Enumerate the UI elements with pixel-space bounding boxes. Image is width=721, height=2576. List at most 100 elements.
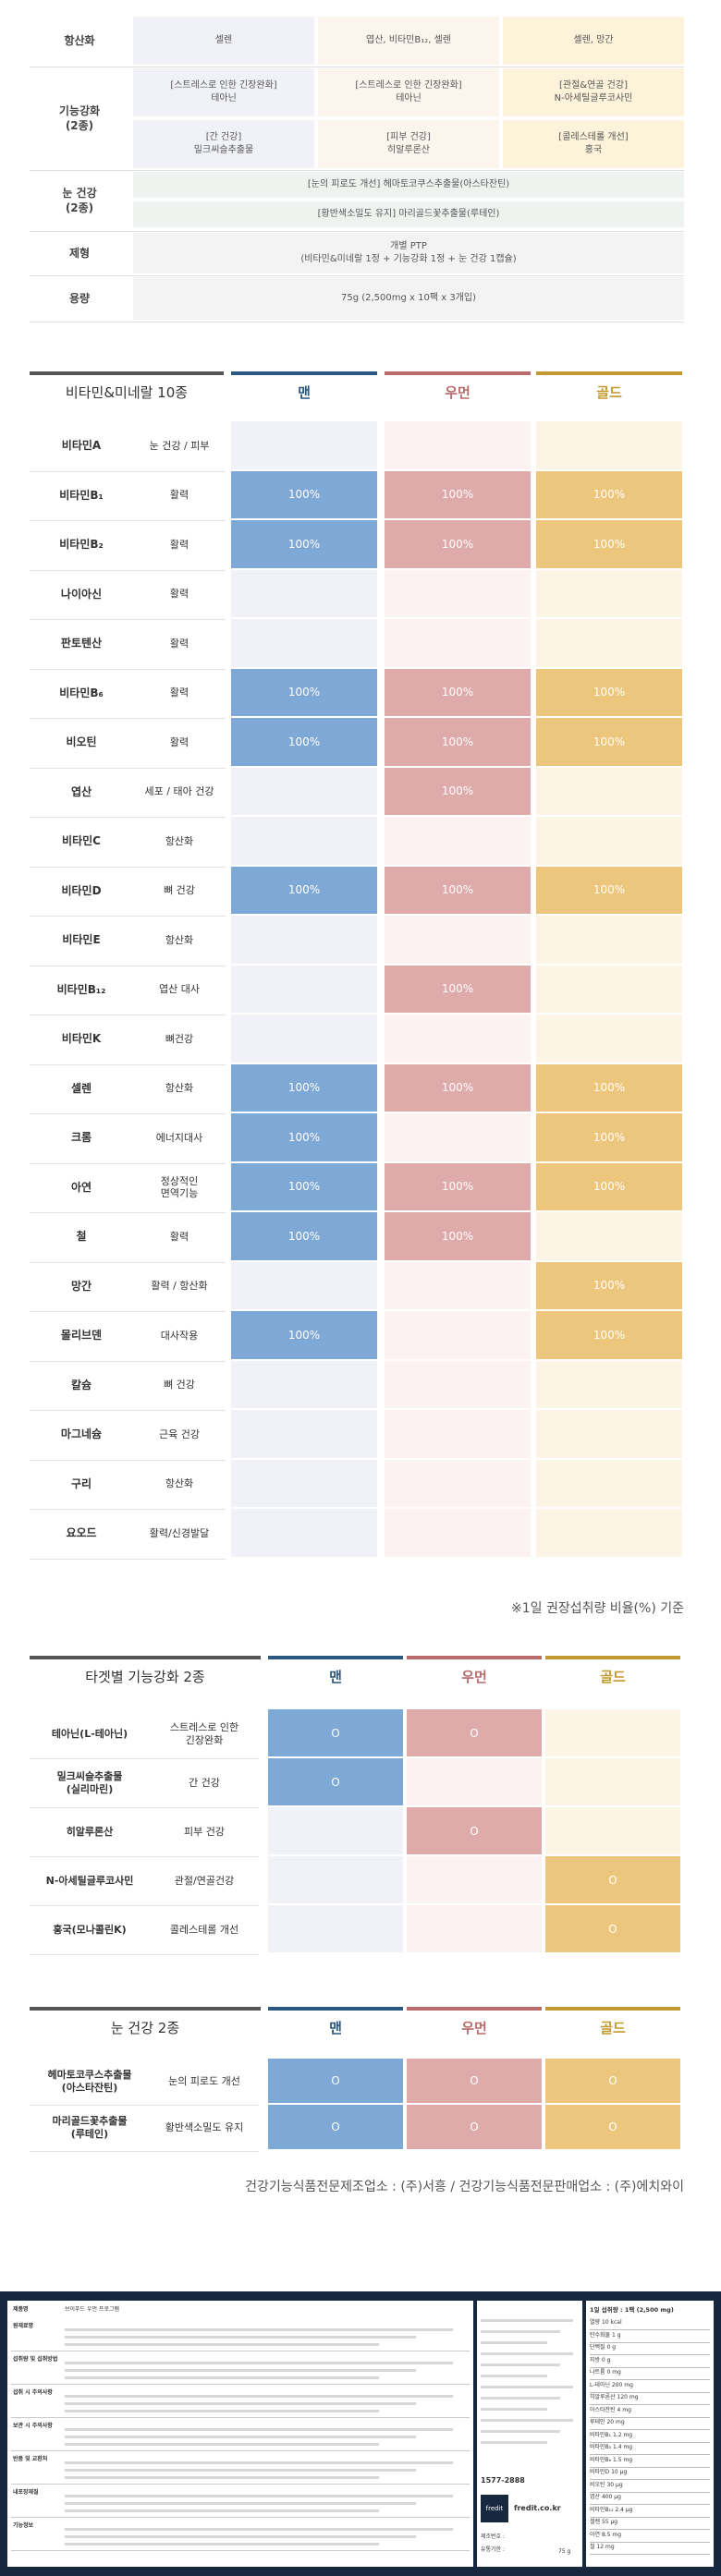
label-field-divider [11,2484,470,2485]
target_table-cell-women [407,1905,542,1952]
women-cell: 엽산, 비타민B₁₂, 셀렌 [318,17,499,65]
vitamin_table-cell-gold [536,619,682,667]
nutrition-divider [590,2529,710,2530]
vitamin_table-cell-women: 100% [385,866,531,914]
vitamin_table-cell-men: 100% [231,1212,377,1260]
target_table-row-function: 콜레스테롤 개선 [169,1923,239,1936]
vitamin_table-row-function: 활력 / 항산화 [151,1280,208,1293]
vitamin_table-row-function: 활력 [169,489,189,502]
vitamin_table-cell-men [231,619,377,667]
eye_table-women-bar [407,2007,542,2011]
vitamin_table-row-function: 정상적인 면역기능 [160,1174,199,1200]
label-text-line [65,2509,379,2512]
vitamin_table-cell-gold [536,1212,682,1260]
function-text-line [481,2352,573,2355]
target_table-cell-gold [545,1709,680,1756]
vitamin_table-header-women: 우먼 [445,384,470,401]
vitamin_table-cell-men: 100% [231,1311,377,1359]
comparison-table-top: 항산화 셀렌 엽산, 비타민B₁₂, 셀렌 셀렌, 망간 기능강화 (2종) [… [0,0,721,331]
vitamin_table-cell-women: 100% [385,718,531,766]
target_table-row-name: 히알루론산 [66,1825,114,1838]
function-text-line [481,2419,573,2422]
function-text-line [481,2397,560,2400]
nutrition-divider [590,2504,710,2505]
target_table-women-bar [407,1656,542,1659]
label-text-line [65,2336,416,2339]
target_table-row-name: 홍국(모나콜린K) [53,1923,127,1936]
target_table-cell-women [407,1856,542,1903]
eye_table-header-men: 맨 [329,2020,342,2036]
label-text-line [65,2328,453,2331]
target_table-header-women: 우먼 [461,1669,487,1685]
eye_table-cell-men: O [268,2059,403,2103]
function-text-line [481,2341,547,2344]
expiry-label: 유통기한 : [481,2546,506,2553]
row-label: 눈 건강 (2종) [62,186,97,214]
vitamin_table-cell-gold: 100% [536,1063,682,1112]
vitamin_table-cell-men [231,1509,377,1557]
function-text-line [481,2386,573,2388]
vitamin_table-cell-gold [536,1015,682,1063]
nutrition-row: L-테아닌 200 mg [590,2381,633,2388]
target_table-cell-gold [545,1758,680,1805]
row-label: 용량 [68,291,91,305]
vitamin_table-cell-women [385,569,531,617]
nutrition-divider [590,2429,710,2430]
eye_table-row-divider [30,2151,259,2152]
nutrition-row: 엽산 400 μg [590,2494,621,2500]
vitamin_table-row-name: 비타민A [61,439,102,453]
vitamin_table-cell-women [385,1311,531,1359]
eye_table-title: 눈 건강 2종 [110,2019,180,2036]
vitamin_table-row-name: 크롬 [70,1131,92,1145]
target_table-row-function: 관절/연골건강 [174,1874,235,1887]
eye_table-cell-men: O [268,2105,403,2149]
vitamin_table-cell-men: 100% [231,668,377,716]
vitamin_table-cell-men [231,1410,377,1458]
vitamin_table-cell-gold: 100% [536,668,682,716]
nutrition-row: 지방 0 g [590,2356,611,2363]
label-text-line [65,2369,416,2372]
vitamin_table-row-name: 아연 [70,1180,92,1194]
vitamin_table-row-function: 대사작용 [160,1329,199,1342]
form-cell: 개별 PTP (비타민&미네랄 1정 + 기능강화 1정 + 눈 건강 1캡슐) [133,233,684,273]
vitamin_table-row-name: 비타민B₆ [59,686,104,699]
vitamin_table-row-divider [30,866,226,868]
eye_table-title-bar [30,2007,261,2011]
label-text-line [65,2362,453,2364]
vitamin_table-row-name: 비타민C [62,834,101,848]
vitamin_table-cell-men [231,569,377,617]
vitamin_table-cell-women [385,1015,531,1063]
nutrition-row: 루테인 20 mg [590,2419,625,2425]
label-field-divider [11,2517,470,2518]
label-text-line [65,2476,379,2479]
vitamin_table-cell-gold: 100% [536,1261,682,1309]
vitamin_table-row-divider [30,1410,226,1411]
nutrition-divider [590,2354,710,2355]
vitamin_table-cell-men: 100% [231,1162,377,1210]
vitamin_table-row-name: 판토텐산 [60,637,103,650]
vitamin_table-cell-men [231,1015,377,1063]
vitamin_table-row-divider [30,1459,226,1461]
nutrition-divider [590,2541,710,2543]
vitamin_table-row-divider [30,520,226,521]
nutrition-row: 탄수화물 1 g [590,2331,621,2339]
vitamin_table-row-function: 항산화 [165,1082,194,1095]
vitamin_table-cell-gold: 100% [536,1162,682,1210]
eye_table-row-function: 눈의 피로도 개선 [168,2075,240,2088]
vitamin_table-row-function: 뼈 건강 [164,1379,195,1391]
vitamin_table-row-name: 비타민D [61,883,102,897]
weight-text: 75 g [558,2548,571,2555]
vitamin_table-header-gold: 골드 [596,384,622,401]
vitamin_table-row-divider [30,1212,226,1213]
nutrition-row: 비타민B₆ 1.5 mg [590,2456,633,2463]
target_table-cell-gold: O [545,1905,680,1952]
nutrition-divider [590,2379,710,2380]
label-field-name: 보관 시 주의사항 [13,2423,53,2429]
label-text-line [65,2469,416,2472]
vitamin_table-cell-women: 100% [385,965,531,1013]
label-field-divider [11,2450,470,2451]
label-text-line [65,2376,379,2379]
label-text-line [65,2395,453,2398]
target_table-gold-bar [545,1656,680,1659]
eye_table-cell-gold: O [545,2105,680,2149]
